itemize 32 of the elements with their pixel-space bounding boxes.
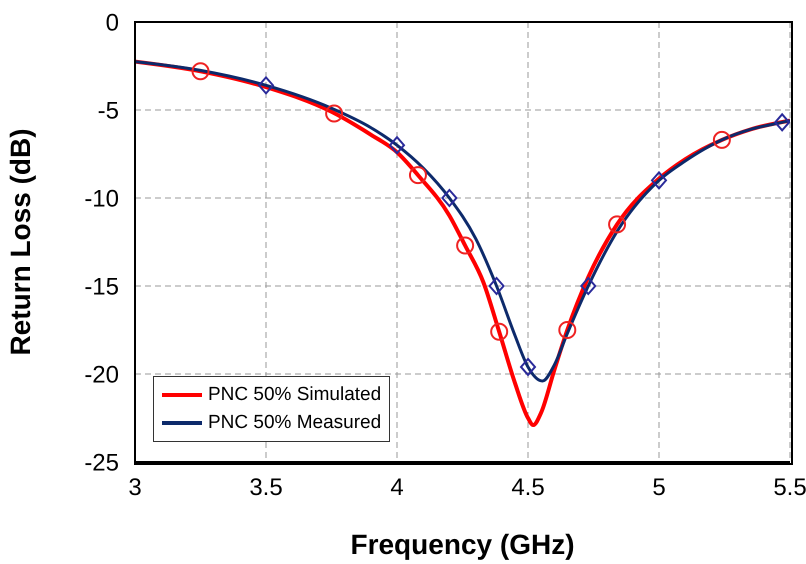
legend-label: PNC 50% Simulated [208, 383, 382, 407]
y-tick-label: -25 [84, 450, 119, 477]
y-tick-label: -15 [84, 274, 119, 301]
y-tick-label: 0 [106, 10, 119, 37]
point [456, 236, 474, 255]
point [608, 215, 626, 234]
point [520, 358, 536, 376]
x-tick-label: 3.5 [249, 474, 283, 502]
point [774, 113, 790, 132]
x-tick-label: 5 [652, 474, 666, 502]
point [192, 62, 210, 80]
point [258, 76, 274, 94]
point [558, 321, 576, 339]
point [408, 166, 427, 184]
point [325, 104, 344, 123]
y-tick-label: -5 [98, 98, 119, 125]
x-tick-label: 4.5 [511, 474, 545, 502]
x-axis-title: Frequency (GHz) [350, 529, 575, 560]
legend-label: PNC 50% Measured [208, 411, 382, 435]
point [712, 130, 731, 149]
point [441, 189, 458, 207]
x-tick-label: 4 [390, 474, 404, 502]
x-tick-label: 5.5 [773, 474, 806, 502]
point [651, 171, 667, 190]
y-axis-title: Return Loss (dB) [4, 128, 36, 356]
point [389, 136, 405, 154]
y-tick-label: -10 [84, 186, 119, 213]
point [490, 322, 508, 341]
x-tick-label: 3 [128, 474, 142, 502]
point [488, 277, 505, 295]
y-tick-label: -20 [84, 362, 119, 389]
point [580, 277, 596, 295]
